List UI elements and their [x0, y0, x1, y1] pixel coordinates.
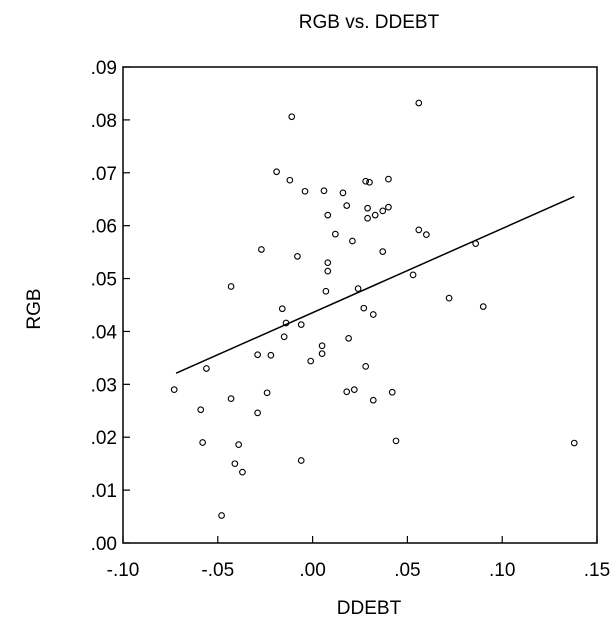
y-tick-label: .07	[91, 164, 117, 185]
data-point	[415, 226, 423, 234]
y-tick-label: .00	[91, 534, 117, 555]
data-point	[324, 259, 332, 267]
x-tick-label: -.05	[201, 560, 234, 581]
data-point	[263, 389, 271, 397]
y-tick-label: .09	[91, 58, 117, 79]
data-point	[350, 386, 358, 393]
data-point	[227, 283, 235, 290]
x-tick-label: .10	[489, 560, 515, 581]
data-point	[324, 211, 332, 219]
data-point	[364, 204, 371, 212]
data-point	[199, 439, 206, 446]
data-point	[318, 342, 326, 350]
data-point	[301, 187, 309, 195]
data-point	[343, 388, 351, 396]
y-axis-label: RGB	[24, 288, 45, 329]
data-point	[322, 287, 330, 295]
data-point	[385, 175, 392, 183]
x-axis-ticks: -.10 -.05 .00 .05 .10 .15	[107, 536, 610, 581]
data-point	[170, 386, 178, 393]
data-point	[362, 363, 370, 370]
data-point	[254, 409, 261, 417]
data-point	[332, 230, 339, 238]
data-point	[369, 396, 377, 404]
x-tick-label: .05	[394, 560, 420, 581]
data-point	[286, 176, 294, 184]
data-point	[324, 267, 332, 275]
data-point	[203, 365, 210, 372]
y-tick-label: .04	[91, 322, 118, 343]
data-point	[273, 168, 280, 176]
data-point	[379, 248, 387, 255]
data-point	[227, 395, 235, 402]
data-point	[388, 388, 396, 396]
data-point	[231, 460, 239, 468]
data-point	[280, 333, 288, 341]
data-point	[392, 437, 400, 445]
data-point	[235, 441, 243, 448]
data-point	[267, 351, 275, 359]
data-point	[445, 294, 453, 302]
data-points	[170, 99, 578, 519]
data-point	[320, 187, 328, 195]
chart-title: RGB vs. DDEBT	[299, 12, 440, 33]
x-tick-label: .00	[299, 560, 325, 581]
data-point	[318, 350, 326, 358]
data-point	[197, 406, 205, 414]
data-point	[278, 305, 286, 313]
data-point	[254, 351, 261, 359]
y-tick-label: .02	[91, 428, 117, 449]
data-point	[369, 311, 377, 318]
y-axis-ticks: .00 .01 .02 .03 .04 .05 .06 .07 .08 .09	[91, 58, 130, 555]
data-point	[288, 113, 296, 121]
data-point	[409, 271, 417, 279]
data-point	[479, 303, 487, 310]
y-tick-label: .06	[91, 217, 117, 238]
data-point	[364, 214, 371, 222]
x-tick-label: -.10	[107, 560, 140, 581]
data-point	[360, 304, 368, 312]
data-point	[258, 246, 265, 253]
data-point	[339, 189, 347, 197]
data-point	[423, 231, 430, 239]
data-point	[472, 240, 480, 247]
data-point	[385, 203, 392, 211]
data-point	[415, 99, 423, 107]
plot-area-frame	[122, 66, 598, 544]
data-point	[239, 468, 246, 476]
data-point	[354, 285, 362, 292]
data-point	[345, 334, 352, 342]
data-point	[297, 321, 305, 328]
data-point	[379, 207, 387, 215]
data-point	[371, 211, 379, 219]
data-point	[570, 439, 578, 447]
data-point	[218, 512, 225, 519]
data-point	[349, 237, 356, 245]
y-tick-label: .01	[91, 481, 117, 502]
data-point	[307, 357, 315, 365]
x-tick-label: .15	[584, 560, 610, 581]
data-point	[366, 178, 373, 186]
regression-line	[175, 195, 575, 374]
y-tick-label: .03	[91, 375, 117, 396]
y-tick-label: .05	[91, 270, 117, 291]
data-point	[294, 252, 301, 260]
data-point	[282, 319, 290, 327]
data-point	[297, 457, 305, 464]
x-axis-label: DDEBT	[337, 598, 402, 619]
y-tick-label: .08	[91, 111, 117, 132]
data-point	[343, 202, 351, 209]
data-point	[362, 177, 370, 185]
